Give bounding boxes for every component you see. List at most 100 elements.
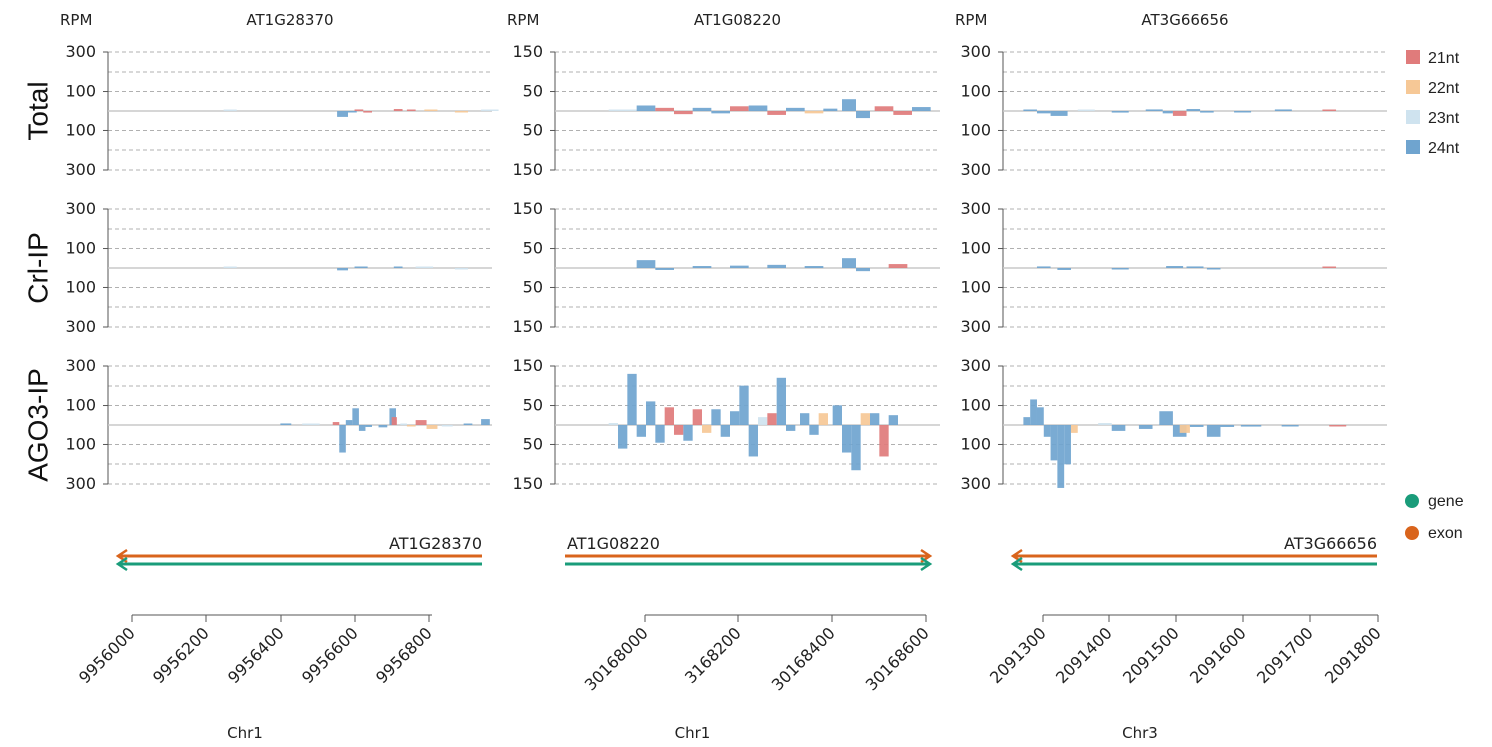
bar-24nt — [888, 415, 898, 425]
y-tick-label: 300 — [960, 474, 991, 493]
bar-21nt — [730, 106, 749, 111]
bar-23nt — [608, 109, 637, 111]
bar-24nt — [1220, 425, 1235, 427]
legend-swatch-24nt — [1406, 140, 1420, 154]
bar-24nt — [832, 405, 842, 425]
bar-24nt — [1050, 111, 1068, 116]
track-crl-ip: 300 100 100 300 — [960, 199, 1387, 336]
bar-24nt — [739, 385, 749, 425]
track-total: 150 50 50 150 — [512, 42, 940, 179]
bar-21nt — [391, 417, 397, 425]
bar-24nt — [1111, 425, 1126, 431]
row-label-crl-ip: Crl-IP — [22, 232, 53, 304]
bar-24nt — [345, 420, 353, 425]
x-tick-label: 9956400 — [224, 623, 288, 687]
y-tick-label: 50 — [523, 120, 543, 139]
legend-label-23nt: 23nt — [1428, 110, 1460, 127]
y-tick-label: 100 — [65, 277, 96, 296]
y-tick-label: 300 — [960, 42, 991, 61]
bar-24nt — [730, 411, 740, 425]
bar-24nt — [1057, 425, 1065, 488]
bar-24nt — [655, 268, 674, 270]
bar-24nt — [481, 419, 490, 425]
bar-24nt — [870, 413, 880, 425]
bar-23nt — [223, 109, 237, 111]
bar-24nt — [767, 264, 786, 268]
track-crl-ip: 300 100 100 300 — [65, 199, 492, 336]
row-label-ago3-ip: AGO3-IP — [22, 368, 53, 482]
y-tick-label: 150 — [512, 474, 543, 493]
bar-24nt — [1043, 425, 1051, 437]
legend-label-gene: gene — [1428, 493, 1464, 510]
y-tick-label: 300 — [960, 317, 991, 336]
y-tick-label: 300 — [65, 474, 96, 493]
bar-24nt — [823, 108, 838, 111]
bar-24nt — [354, 266, 368, 268]
panel-title: AT3G66656 — [1141, 11, 1228, 29]
bar-23nt — [441, 425, 453, 427]
x-tick-label: 2091600 — [1186, 623, 1250, 687]
x-axis-title: Chr3 — [1122, 724, 1158, 742]
gene-model: AT1G08220 — [565, 534, 933, 572]
bar-21nt — [393, 109, 403, 111]
bar-24nt — [358, 425, 366, 431]
bar-23nt — [400, 423, 407, 425]
bar-24nt — [748, 425, 758, 457]
bar-24nt — [842, 258, 856, 268]
y-tick-label: 300 — [65, 317, 96, 336]
bar-21nt — [363, 111, 372, 113]
bar-24nt — [1030, 399, 1037, 425]
bar-24nt — [809, 425, 819, 435]
gene-label: AT1G08220 — [567, 534, 660, 553]
x-tick-label: 2091300 — [986, 623, 1050, 687]
y-tick-label: 50 — [523, 396, 543, 415]
bar-24nt — [711, 409, 721, 425]
y-tick-label: 300 — [65, 160, 96, 179]
bar-24nt — [1023, 417, 1031, 425]
gene-arrow-head — [1010, 556, 1023, 572]
x-tick-label: 2091700 — [1253, 623, 1317, 687]
y-tick-label: 100 — [960, 82, 991, 101]
x-axis: 30168000 3168200 30168400 30168600 Chr1 — [581, 614, 933, 742]
bar-24nt — [851, 425, 861, 471]
bar-21nt — [415, 420, 427, 425]
legend-swatch-21nt — [1406, 50, 1420, 64]
x-tick-label: 9956000 — [75, 623, 139, 687]
bar-24nt — [842, 99, 856, 111]
bar-24nt — [463, 423, 473, 425]
legend-swatch-23nt — [1406, 110, 1420, 124]
track-total: 300 100 100 300 — [960, 42, 1387, 179]
bar-24nt — [636, 105, 656, 111]
bar-21nt — [332, 422, 340, 425]
bar-21nt — [1172, 111, 1187, 116]
bar-24nt — [348, 111, 357, 113]
bar-24nt — [800, 413, 810, 425]
bar-24nt — [365, 425, 372, 427]
legend-dot-exon — [1405, 526, 1419, 540]
x-tick-label: 2091400 — [1052, 623, 1116, 687]
bar-24nt — [352, 408, 359, 425]
bar-24nt — [1050, 425, 1058, 461]
bar-24nt — [1274, 109, 1292, 111]
bar-24nt — [1234, 111, 1252, 113]
y-tick-label: 300 — [960, 199, 991, 218]
bar-22nt — [860, 413, 870, 425]
bar-24nt — [1186, 109, 1201, 111]
bar-21nt — [767, 111, 786, 115]
bar-24nt — [337, 268, 348, 271]
bar-21nt — [879, 425, 889, 457]
legend-label-21nt: 21nt — [1428, 50, 1460, 67]
legend-label-exon: exon — [1428, 525, 1463, 542]
bar-21nt — [354, 109, 364, 111]
legend-label-22nt: 22nt — [1428, 80, 1460, 97]
bar-21nt — [655, 107, 674, 111]
bar-22nt — [1070, 425, 1078, 433]
gene-label: AT3G66656 — [1284, 534, 1377, 553]
bar-21nt — [692, 409, 702, 425]
bar-21nt — [664, 407, 674, 425]
bar-24nt — [1162, 111, 1173, 114]
y-tick-label: 300 — [960, 160, 991, 179]
bar-21nt — [1329, 425, 1347, 427]
y-tick-label: 100 — [960, 120, 991, 139]
